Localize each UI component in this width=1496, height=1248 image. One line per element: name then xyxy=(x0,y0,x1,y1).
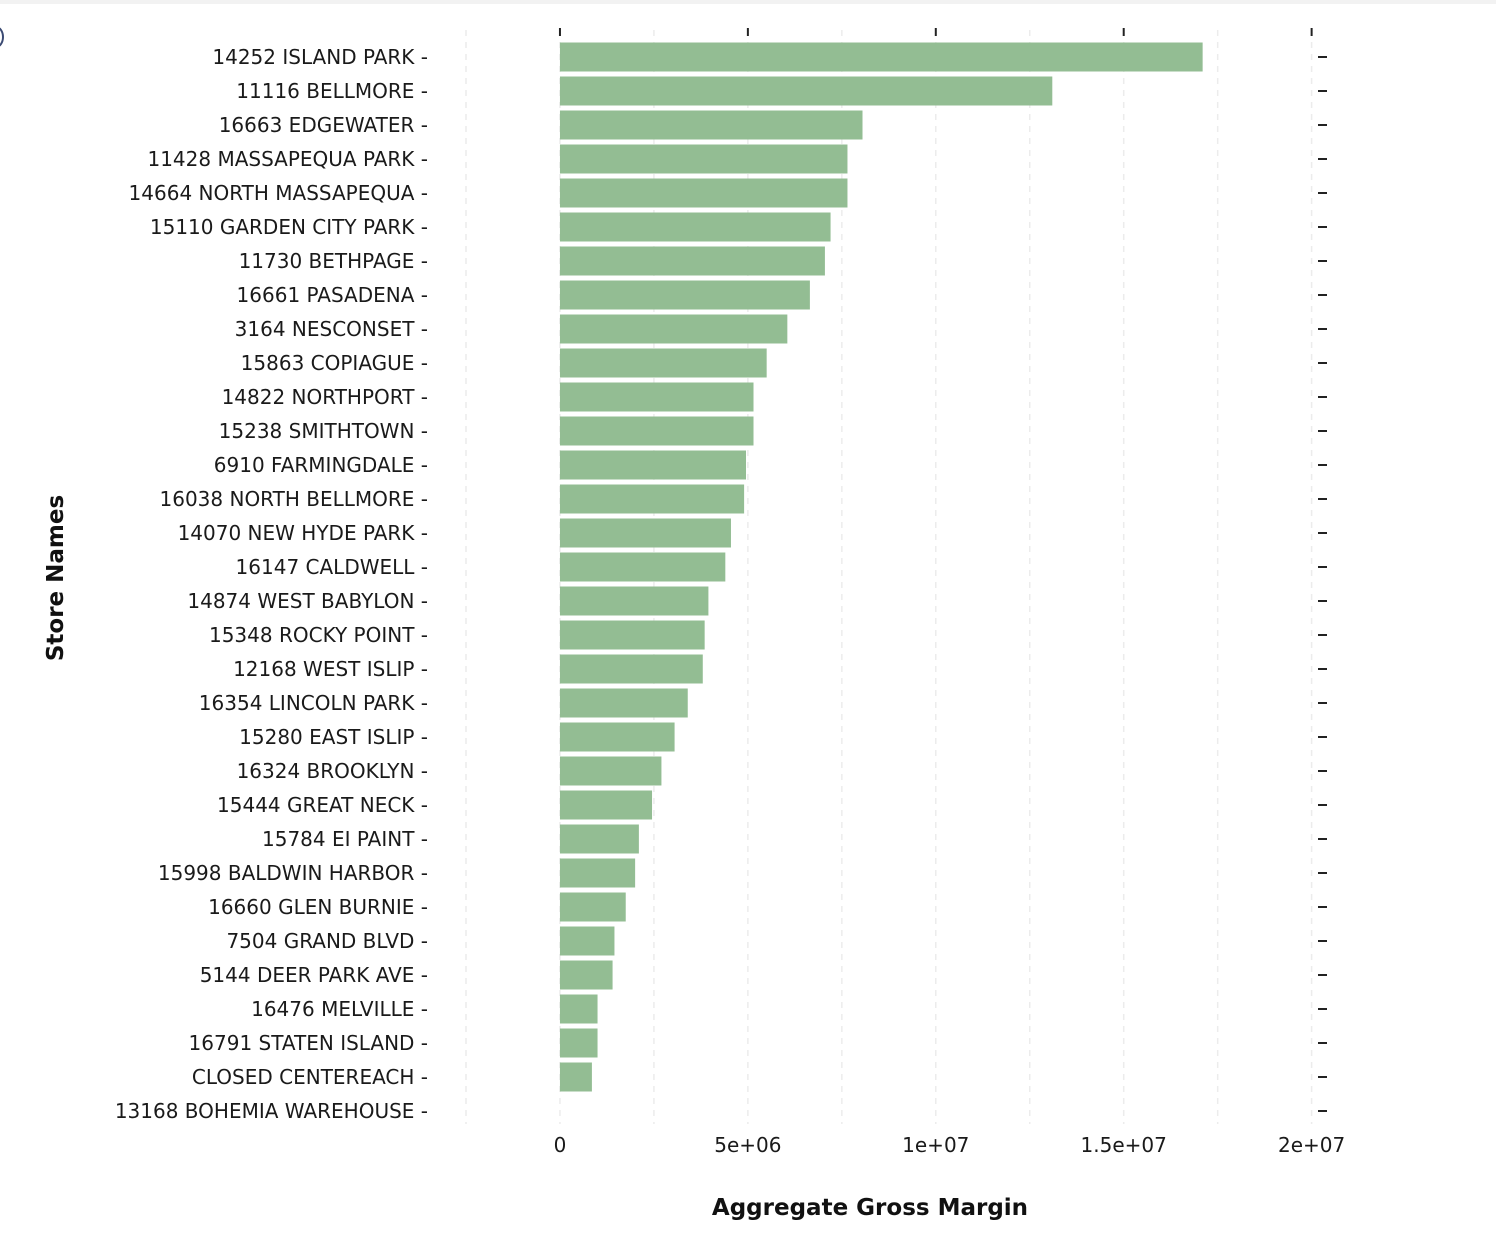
bar xyxy=(559,824,639,854)
bar xyxy=(559,688,688,718)
y-tick-label: CLOSED CENTEREACH - xyxy=(192,1065,428,1089)
y-tick-label: 16147 CALDWELL - xyxy=(236,555,428,579)
y-tick-label: 11116 BELLMORE - xyxy=(236,79,428,103)
y-tick-label: 16791 STATEN ISLAND - xyxy=(189,1031,428,1055)
bar xyxy=(559,280,810,310)
y-tick-label: 15238 SMITHTOWN - xyxy=(219,419,428,443)
y-tick-label: 12168 WEST ISLIP - xyxy=(233,657,428,681)
top-tick-marks xyxy=(558,28,1313,36)
bar xyxy=(559,756,662,786)
y-tick-label: 15444 GREAT NECK - xyxy=(217,793,428,817)
bar xyxy=(559,620,705,650)
bar xyxy=(559,42,1203,72)
bars xyxy=(559,42,1203,1092)
x-axis-title: Aggregate Gross Margin xyxy=(712,1195,1028,1221)
y-tick-label: 16038 NORTH BELLMORE - xyxy=(160,487,429,511)
bar xyxy=(559,178,848,208)
bar xyxy=(559,722,675,752)
y-tick-label: 14664 NORTH MASSAPEQUA - xyxy=(129,181,428,205)
y-tick-label: 11730 BETHPAGE - xyxy=(239,249,428,273)
bar xyxy=(559,994,598,1024)
y-tick-label: 14252 ISLAND PARK - xyxy=(212,45,428,69)
gridlines xyxy=(465,30,1313,1124)
y-tick-label: 11428 MASSAPEQUA PARK - xyxy=(147,147,428,171)
bar xyxy=(559,586,709,616)
y-tick-label: 16663 EDGEWATER - xyxy=(219,113,428,137)
y-tick-label: 16354 LINCOLN PARK - xyxy=(199,691,428,715)
window-top-strip xyxy=(0,0,1496,4)
bar xyxy=(559,552,726,582)
bar xyxy=(559,212,831,242)
bar xyxy=(559,926,615,956)
y-tick-label: 5144 DEER PARK AVE - xyxy=(200,963,428,987)
y-tick-label: 15784 EI PAINT - xyxy=(262,827,428,851)
bar xyxy=(559,1028,598,1058)
bar xyxy=(559,518,731,548)
bar xyxy=(559,892,626,922)
bar xyxy=(559,246,825,276)
y-tick-label: 3164 NESCONSET - xyxy=(235,317,428,341)
bar xyxy=(559,144,848,174)
bar xyxy=(559,960,613,990)
y-tick-label: 16660 GLEN BURNIE - xyxy=(208,895,428,919)
y-tick-label: 13168 BOHEMIA WAREHOUSE - xyxy=(115,1099,428,1123)
y-tick-label: 14822 NORTHPORT - xyxy=(222,385,428,409)
bar xyxy=(559,76,1053,106)
x-tick-label: 1e+07 xyxy=(902,1133,969,1157)
y-tick-label: 15863 COPIAGUE - xyxy=(241,351,428,375)
y-tick-label: 7504 GRAND BLVD - xyxy=(226,929,428,953)
y-tick-label: 16661 PASADENA - xyxy=(237,283,428,307)
y-tick-label: 15280 EAST ISLIP - xyxy=(239,725,428,749)
bar xyxy=(559,654,703,684)
x-tick-labels: 0 5e+06 1e+07 1.5e+07 2e+07 xyxy=(554,1133,1346,1157)
y-tick-labels: 14252 ISLAND PARK - 11116 BELLMORE - 16663… xyxy=(115,45,428,1123)
bar xyxy=(559,1062,592,1092)
x-tick-label: 5e+06 xyxy=(714,1133,781,1157)
y-tick-label: 15998 BALDWIN HARBOR - xyxy=(158,861,428,885)
bar xyxy=(559,416,754,446)
y-tick-label: 15348 ROCKY POINT - xyxy=(209,623,428,647)
bar xyxy=(559,484,745,514)
bar xyxy=(559,858,636,888)
y-tick-label: 16476 MELVILLE - xyxy=(251,997,428,1021)
y-tick-label: 16324 BROOKLYN - xyxy=(237,759,428,783)
bar xyxy=(559,110,863,140)
bar xyxy=(559,790,653,820)
y-tick-label: 14874 WEST BABYLON - xyxy=(187,589,428,613)
y-tick-label: 14070 NEW HYDE PARK - xyxy=(178,521,428,545)
y-tick-label: 15110 GARDEN CITY PARK - xyxy=(150,215,428,239)
bar xyxy=(559,314,788,344)
y-axis-title: Store Names xyxy=(43,495,69,661)
x-tick-label: 0 xyxy=(554,1133,567,1157)
bar xyxy=(559,382,754,412)
bar xyxy=(559,348,767,378)
y-tick-label: 6910 FARMINGDALE - xyxy=(214,453,428,477)
x-tick-label: 2e+07 xyxy=(1278,1133,1345,1157)
right-tick-marks xyxy=(1318,56,1327,1112)
x-tick-label: 1.5e+07 xyxy=(1081,1133,1167,1157)
bar xyxy=(559,450,746,480)
